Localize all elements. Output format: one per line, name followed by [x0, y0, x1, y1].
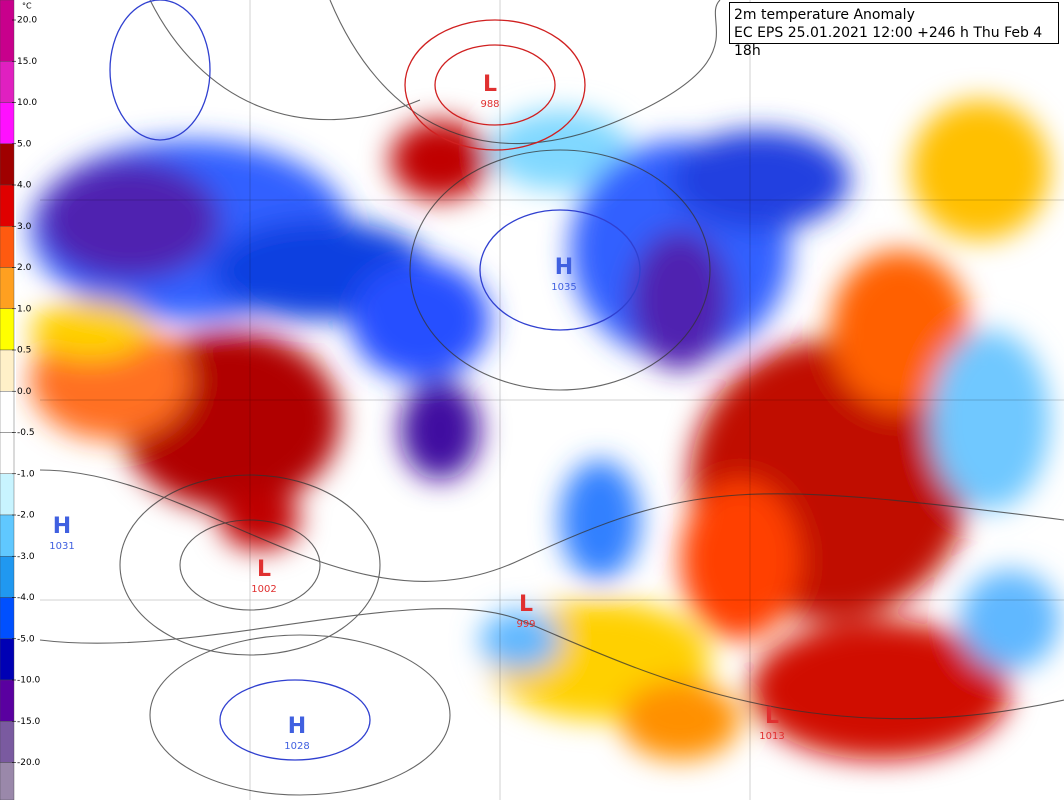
- legend-band: [0, 267, 15, 309]
- pressure-center-letter: L: [519, 592, 533, 617]
- color-legend: °C 20.0 15.0 10.0 5.0 4.0 3.0 2.0 1.0 0.5 0.0 -0.5 -…: [0, 0, 41, 801]
- legend-band: [0, 721, 15, 763]
- legend-label: -2.0: [17, 511, 35, 521]
- legend-band: [0, 597, 15, 639]
- legend-label: 0.0: [17, 387, 32, 397]
- legend-label: 15.0: [17, 57, 37, 67]
- legend-band: [0, 556, 15, 598]
- legend-band: [0, 349, 15, 392]
- legend-band: [0, 184, 15, 227]
- legend-unit: °C: [22, 2, 32, 11]
- temperature-field: [30, 100, 1060, 760]
- legend-band: [0, 308, 15, 351]
- legend-label: 1.0: [17, 304, 32, 314]
- legend-label: 0.5: [17, 346, 31, 356]
- legend-band: [0, 102, 15, 144]
- pressure-center-value: 1002: [251, 584, 276, 595]
- legend-label: -20.0: [17, 758, 41, 768]
- pressure-center-value: 1035: [551, 282, 576, 293]
- legend-label: 3.0: [17, 222, 32, 232]
- isobars: [39, 0, 1064, 796]
- pressure-center-value: 1028: [284, 741, 309, 752]
- low-isobars: [404, 19, 586, 151]
- legend-band: [0, 143, 15, 186]
- pressure-center-letter: H: [288, 714, 306, 739]
- legend-label: 10.0: [17, 98, 37, 108]
- pressure-center-value: 1013: [759, 731, 784, 742]
- legend-band: [0, 762, 15, 801]
- legend-label: -3.0: [17, 552, 35, 562]
- legend-label: -10.0: [17, 676, 41, 686]
- pressure-center-letter: L: [765, 704, 779, 729]
- legend-band: [0, 61, 15, 103]
- pressure-centers: L 988 H 1035 H 1031 L 1002 L 999 H 1028 L 1013: [49, 72, 784, 752]
- pressure-center-value: 988: [480, 99, 499, 110]
- legend-band: [0, 679, 15, 722]
- pressure-center-letter: H: [53, 514, 71, 539]
- legend-label: 20.0: [17, 16, 37, 26]
- legend-label: 5.0: [17, 139, 32, 149]
- legend-band: [0, 226, 15, 268]
- high-isobars: [109, 0, 641, 761]
- legend-band: [0, 432, 15, 474]
- legend-label: -0.5: [17, 428, 35, 438]
- legend-band: [0, 514, 15, 557]
- title-box: 2m temperature Anomaly EC EPS 25.01.2021…: [729, 2, 1059, 59]
- legend-label: -4.0: [17, 593, 35, 603]
- legend-label: -15.0: [17, 717, 41, 727]
- legend-band: [0, 473, 15, 516]
- pressure-center-value: 1031: [49, 541, 74, 552]
- legend-label: 2.0: [17, 263, 32, 273]
- subtitle: EC EPS 25.01.2021 12:00 +246 h Thu Feb 4…: [734, 25, 1043, 59]
- pressure-center-letter: L: [483, 72, 497, 97]
- legend-label: 4.0: [17, 181, 32, 191]
- legend-band: [0, 391, 15, 433]
- pressure-center-letter: L: [257, 557, 271, 582]
- pressure-center-letter: H: [555, 255, 573, 280]
- legend-label: -1.0: [17, 469, 35, 479]
- graticule: [40, 0, 1064, 800]
- title: 2m temperature Anomaly: [734, 7, 915, 23]
- legend-band: [0, 638, 15, 681]
- legend-label: -5.0: [17, 634, 35, 644]
- pressure-center-value: 999: [516, 619, 535, 630]
- legend-band: [0, 0, 15, 62]
